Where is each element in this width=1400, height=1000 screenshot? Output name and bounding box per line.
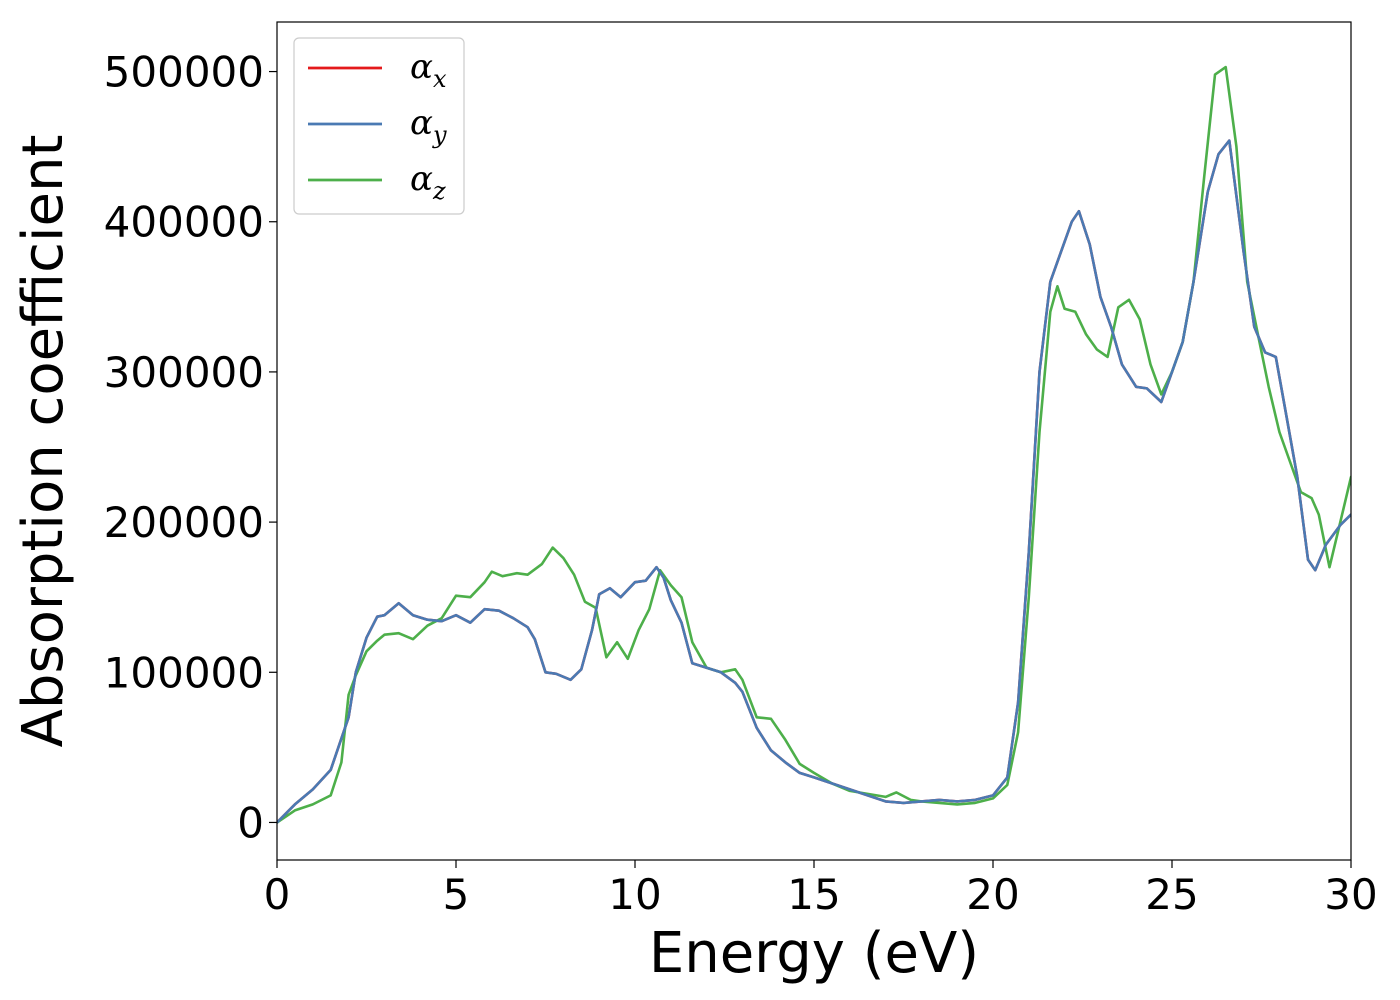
x-tick-label: 30: [1324, 870, 1377, 919]
x-tick-label: 15: [787, 870, 840, 919]
legend-box: [293, 37, 465, 215]
x-axis-label: Energy (eV): [649, 921, 979, 986]
y-tick-label: 0: [237, 798, 264, 847]
y-tick-label: 500000: [104, 48, 264, 97]
x-tick-label: 0: [264, 870, 291, 919]
y-axis-label: Absorption coefficient: [11, 135, 76, 748]
x-tick-label: 10: [608, 870, 661, 919]
y-tick-label: 200000: [104, 498, 264, 547]
y-tick-label: 400000: [104, 198, 264, 247]
y-tick-label: 300000: [104, 348, 264, 397]
series-line-x: [277, 139, 1351, 824]
x-ticks: 0 5 10 15 20 25 30: [264, 860, 1378, 919]
y-ticks: 0 100000 200000 300000 400000 500000: [104, 48, 277, 847]
series-line-y: [277, 139, 1351, 824]
x-tick-label: 20: [966, 870, 1019, 919]
x-tick-label: 25: [1145, 870, 1198, 919]
x-tick-label: 5: [443, 870, 470, 919]
y-tick-label: 100000: [104, 648, 264, 697]
series-layer: [277, 65, 1351, 824]
